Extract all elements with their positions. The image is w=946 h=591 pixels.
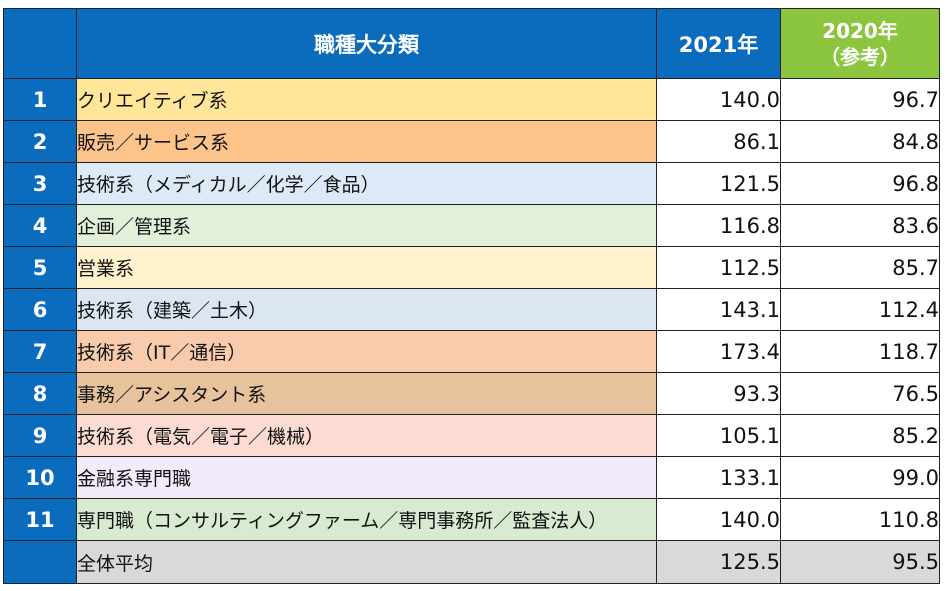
table-row: 2 販売／サービス系 86.1 84.8 <box>3 120 940 163</box>
header-2020-note: （参考） <box>820 44 900 69</box>
value-2020: 76.5 <box>780 372 940 415</box>
value-2021: 140.0 <box>656 78 781 121</box>
row-number: 7 <box>3 330 77 373</box>
row-number: 3 <box>3 162 77 205</box>
table-row: 5 営業系 112.5 85.7 <box>3 246 940 289</box>
value-2020: 83.6 <box>780 204 940 247</box>
table-row: 10 金融系専門職 133.1 99.0 <box>3 456 940 499</box>
row-number: 1 <box>3 78 77 121</box>
job-category-name: 技術系（建築／土木） <box>76 288 657 331</box>
header-2021: 2021年 <box>656 8 781 79</box>
job-category-name: 技術系（IT／通信） <box>76 330 657 373</box>
row-number: 6 <box>3 288 77 331</box>
table-row: 9 技術系（電気／電子／機械） 105.1 85.2 <box>3 414 940 457</box>
table-row: 4 企画／管理系 116.8 83.6 <box>3 204 940 247</box>
value-2021: 116.8 <box>656 204 781 247</box>
row-number: 2 <box>3 120 77 163</box>
average-value-2020: 95.5 <box>780 540 940 584</box>
value-2021: 105.1 <box>656 414 781 457</box>
value-2021: 112.5 <box>656 246 781 289</box>
value-2020: 85.7 <box>780 246 940 289</box>
table-row: 1 クリエイティブ系 140.0 96.7 <box>3 78 940 121</box>
average-row: 全体平均 125.5 95.5 <box>3 540 940 584</box>
header-category: 職種大分類 <box>76 8 657 79</box>
job-category-name: 技術系（電気／電子／機械） <box>76 414 657 457</box>
job-category-name: 専門職（コンサルティングファーム／専門事務所／監査法人） <box>76 498 657 541</box>
value-2021: 140.0 <box>656 498 781 541</box>
row-number: 11 <box>3 498 77 541</box>
value-2021: 121.5 <box>656 162 781 205</box>
table-row: 3 技術系（メディカル／化学／食品） 121.5 96.8 <box>3 162 940 205</box>
value-2021: 86.1 <box>656 120 781 163</box>
value-2020: 96.7 <box>780 78 940 121</box>
header-2020-year: 2020年 <box>822 18 898 43</box>
value-2020: 99.0 <box>780 456 940 499</box>
row-number: 8 <box>3 372 77 415</box>
job-category-name: クリエイティブ系 <box>76 78 657 121</box>
header-2020: 2020年 （参考） <box>780 8 940 79</box>
value-2021: 143.1 <box>656 288 781 331</box>
value-2020: 96.8 <box>780 162 940 205</box>
value-2020: 110.8 <box>780 498 940 541</box>
job-category-name: 技術系（メディカル／化学／食品） <box>76 162 657 205</box>
value-2020: 84.8 <box>780 120 940 163</box>
job-category-name: 販売／サービス系 <box>76 120 657 163</box>
value-2021: 93.3 <box>656 372 781 415</box>
value-2020: 85.2 <box>780 414 940 457</box>
average-label: 全体平均 <box>76 540 657 584</box>
average-number-cell <box>3 540 77 584</box>
job-category-name: 企画／管理系 <box>76 204 657 247</box>
average-value-2021: 125.5 <box>656 540 781 584</box>
table-row: 8 事務／アシスタント系 93.3 76.5 <box>3 372 940 415</box>
job-category-name: 事務／アシスタント系 <box>76 372 657 415</box>
job-category-name: 営業系 <box>76 246 657 289</box>
job-ratio-table: 職種大分類 2021年 2020年 （参考） 1 クリエイティブ系 140.0 96.… <box>3 8 940 584</box>
row-number: 10 <box>3 456 77 499</box>
row-number: 5 <box>3 246 77 289</box>
row-number: 9 <box>3 414 77 457</box>
value-2021: 133.1 <box>656 456 781 499</box>
row-number: 4 <box>3 204 77 247</box>
value-2020: 118.7 <box>780 330 940 373</box>
value-2021: 173.4 <box>656 330 781 373</box>
table-row: 7 技術系（IT／通信） 173.4 118.7 <box>3 330 940 373</box>
header-number-cell <box>3 8 77 79</box>
job-category-name: 金融系専門職 <box>76 456 657 499</box>
value-2020: 112.4 <box>780 288 940 331</box>
header-row: 職種大分類 2021年 2020年 （参考） <box>3 8 940 79</box>
table-row: 11 専門職（コンサルティングファーム／専門事務所／監査法人） 140.0 110.8 <box>3 498 940 541</box>
table-row: 6 技術系（建築／土木） 143.1 112.4 <box>3 288 940 331</box>
